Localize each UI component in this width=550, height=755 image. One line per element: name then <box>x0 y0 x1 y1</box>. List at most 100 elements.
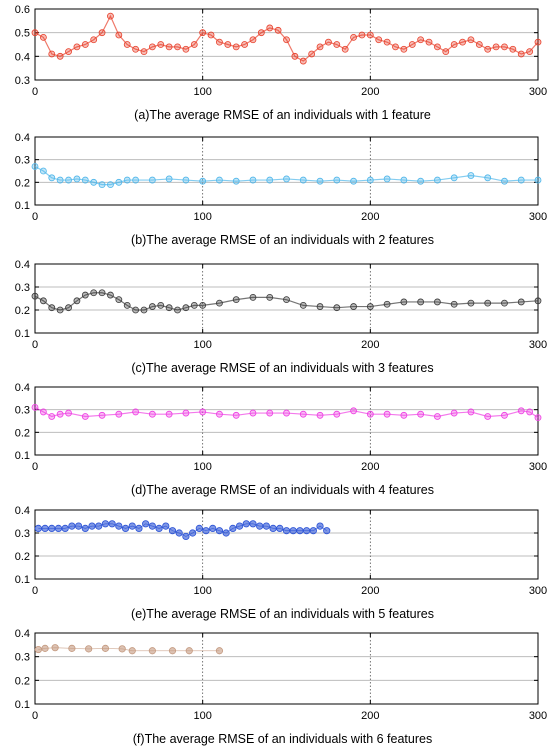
x-tick-label: 200 <box>361 211 379 223</box>
data-point <box>199 177 207 185</box>
data-point <box>408 41 416 48</box>
data-point <box>534 414 542 422</box>
data-point <box>98 411 106 419</box>
data-point <box>299 410 307 418</box>
data-point <box>467 408 475 416</box>
data-point <box>467 36 475 44</box>
data-point <box>140 306 148 314</box>
chart-panel-5: 0.1 0.2 0.3 0.4 0 100 200 300 (e)The average RMS… <box>15 505 547 621</box>
data-point <box>165 304 173 312</box>
y-tick-label: 0.1 <box>15 574 30 586</box>
x-tick-label: 0 <box>32 339 38 351</box>
series-line <box>34 14 539 62</box>
y-tick-label: 0.1 <box>15 328 30 340</box>
data-point <box>222 529 230 537</box>
data-point <box>316 43 324 51</box>
data-point <box>216 38 223 46</box>
data-point <box>276 524 284 533</box>
data-point <box>241 41 248 48</box>
data-point <box>165 175 173 183</box>
data-point <box>266 293 274 301</box>
data-point <box>132 176 140 184</box>
data-point <box>98 289 106 297</box>
y-tick-label: 0.2 <box>15 177 30 189</box>
data-point <box>148 303 156 310</box>
data-point <box>81 41 89 48</box>
data-point <box>475 41 483 48</box>
y-tick-label: 0.3 <box>15 528 30 540</box>
data-point <box>266 409 274 417</box>
data-point <box>316 522 324 530</box>
data-point <box>148 43 156 51</box>
data-point <box>182 532 190 541</box>
y-tick-label: 0.4 <box>15 51 30 63</box>
data-point <box>107 181 114 189</box>
data-point <box>316 177 324 185</box>
data-point <box>383 38 391 46</box>
data-point <box>350 177 357 185</box>
data-point <box>165 43 173 51</box>
data-point <box>115 522 123 530</box>
data-point <box>501 43 508 51</box>
data-point <box>85 645 93 653</box>
data-point <box>417 36 425 44</box>
y-tick-label: 0.2 <box>15 551 30 563</box>
data-point <box>88 522 96 530</box>
data-point <box>417 410 425 418</box>
data-point <box>157 41 165 48</box>
data-point <box>309 527 317 535</box>
x-tick-label: 0 <box>32 461 38 473</box>
data-point <box>392 43 399 51</box>
data-point <box>90 178 98 186</box>
panel-caption: (d)The average RMSE of an individuals wi… <box>131 483 434 497</box>
data-point <box>283 409 290 417</box>
x-tick-label: 300 <box>529 211 547 223</box>
data-point <box>283 36 290 44</box>
x-tick-label: 300 <box>529 585 547 597</box>
data-point <box>350 407 357 415</box>
x-tick-label: 300 <box>529 710 547 722</box>
data-point <box>232 411 240 419</box>
x-tick-label: 0 <box>32 710 38 722</box>
data-point <box>207 31 215 39</box>
data-point <box>148 647 156 655</box>
data-point <box>224 41 232 48</box>
data-point <box>534 176 542 184</box>
data-point <box>517 407 525 415</box>
axes-frame <box>34 8 539 81</box>
data-point <box>41 524 49 533</box>
data-point <box>400 298 408 306</box>
y-tick-label: 0.1 <box>15 450 30 462</box>
data-point <box>142 520 150 528</box>
data-point <box>249 176 257 184</box>
data-point <box>366 303 374 310</box>
data-point <box>450 300 458 308</box>
data-point <box>175 529 183 537</box>
data-point <box>366 31 374 39</box>
x-tick-label: 200 <box>361 710 379 722</box>
x-tick-label: 300 <box>529 86 547 98</box>
data-point <box>165 410 173 418</box>
data-point <box>135 524 143 533</box>
x-tick-label: 200 <box>361 86 379 98</box>
data-point <box>316 411 324 419</box>
data-point <box>450 174 458 182</box>
data-point <box>216 299 223 307</box>
data-point <box>31 29 39 37</box>
data-point <box>283 296 290 304</box>
panel-caption: (a)The average RMSE of an individuals wi… <box>134 108 431 122</box>
data-point <box>501 177 508 185</box>
data-point <box>383 300 391 308</box>
x-tick-label: 300 <box>529 339 547 351</box>
data-point <box>48 50 56 58</box>
x-tick-label: 100 <box>193 585 211 597</box>
y-tick-label: 0.1 <box>15 699 30 711</box>
data-point <box>501 299 508 307</box>
data-point <box>48 174 56 182</box>
axes-frame <box>34 386 539 456</box>
data-point <box>501 411 508 419</box>
data-point <box>484 413 492 420</box>
y-tick-label: 0.4 <box>15 382 30 394</box>
data-point <box>215 647 224 655</box>
data-point <box>216 410 223 418</box>
